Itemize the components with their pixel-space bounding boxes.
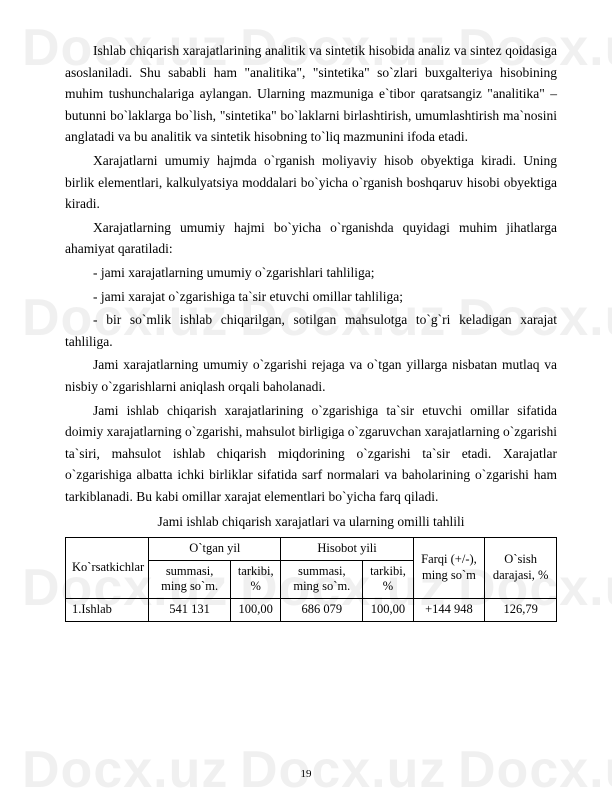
paragraph: Ishlab chiqarish xarajatlarining analiti… bbox=[65, 40, 557, 148]
col-prev-sum: summasi, ming so`m. bbox=[149, 560, 231, 598]
paragraph: Jami ishlab chiqarish xarajatlarining o`… bbox=[65, 400, 557, 508]
list-item: - bir so`mlik ishlab chiqarilgan, sotilg… bbox=[65, 309, 557, 352]
col-growth: O`sish darajasi, % bbox=[485, 538, 557, 599]
paragraph: Xarajatlarni umumiy hajmda o`rganish mol… bbox=[65, 150, 557, 215]
cell-prev-sum: 541 131 bbox=[149, 598, 231, 621]
col-prev-share: tarkibi, % bbox=[231, 560, 281, 598]
cell-rep-sum: 686 079 bbox=[281, 598, 363, 621]
list-item: - jami xarajat o`zgarishiga ta`sir etuvc… bbox=[65, 286, 557, 308]
col-rep-share: tarkibi, % bbox=[363, 560, 413, 598]
table-caption: Jami ishlab chiqarish xarajatlari va ula… bbox=[65, 511, 557, 533]
col-diff: Farqi (+/-), ming so`m bbox=[413, 538, 485, 599]
list-item: - jami xarajatlarning umumiy o`zgarishla… bbox=[65, 262, 557, 284]
cell-rep-share: 100,00 bbox=[363, 598, 413, 621]
col-report-year: Hisobot yili bbox=[281, 538, 413, 561]
cell-name: 1.Ishlab bbox=[66, 598, 149, 621]
cell-prev-share: 100,00 bbox=[231, 598, 281, 621]
paragraph: Jami xarajatlarning umumiy o`zgarishi re… bbox=[65, 354, 557, 397]
cell-diff: +144 948 bbox=[413, 598, 485, 621]
col-indicator: Ko`rsatkichlar bbox=[66, 538, 149, 599]
col-prev-year: O`tgan yil bbox=[149, 538, 281, 561]
data-table: Ko`rsatkichlar O`tgan yil Hisobot yili F… bbox=[65, 537, 557, 622]
table-row: 1.Ishlab 541 131 100,00 686 079 100,00 +… bbox=[66, 598, 557, 621]
table-header-row: Ko`rsatkichlar O`tgan yil Hisobot yili F… bbox=[66, 538, 557, 561]
cell-growth: 126,79 bbox=[485, 598, 557, 621]
page-number: 19 bbox=[0, 768, 612, 780]
page-content: Ishlab chiqarish xarajatlarining analiti… bbox=[0, 0, 612, 622]
col-rep-sum: summasi, ming so`m. bbox=[281, 560, 363, 598]
paragraph: Xarajatlarning umumiy hajmi bo`yicha o`r… bbox=[65, 217, 557, 260]
